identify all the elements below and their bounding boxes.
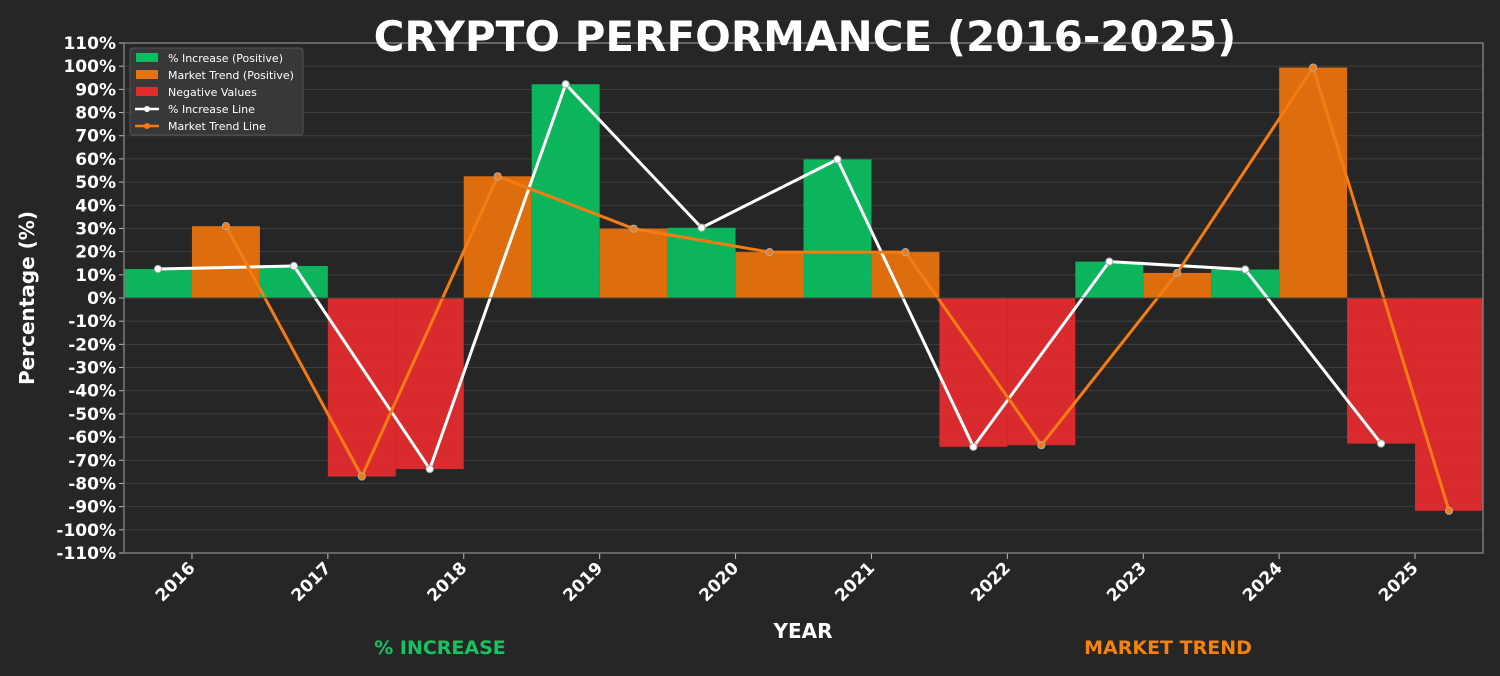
- bar-increase: [124, 269, 192, 298]
- x-axis-title: YEAR: [772, 619, 832, 643]
- increase-line-point: [561, 80, 570, 89]
- y-tick-label: -100%: [56, 521, 116, 541]
- y-tick-label: -30%: [68, 359, 116, 379]
- x-tick-label: 2021: [831, 558, 879, 606]
- series-lines: [153, 63, 1454, 515]
- market-trend-line-point: [629, 224, 638, 233]
- bar-increase: [259, 266, 328, 298]
- y-tick-label: -70%: [68, 451, 116, 471]
- y-tick-label: 110%: [63, 34, 116, 54]
- y-axis-title: Percentage (%): [15, 211, 39, 385]
- market-trend-line: [224, 66, 1451, 512]
- y-tick-label: -20%: [68, 335, 116, 355]
- market-trend-line-point: [765, 248, 774, 257]
- increase-line-point: [289, 261, 298, 271]
- legend-box: [129, 47, 304, 136]
- market-trend-line-point: [1309, 63, 1318, 72]
- bar-market-trend: [871, 252, 940, 298]
- increase-line-point: [833, 155, 842, 164]
- y-tick-label: 20%: [75, 243, 116, 263]
- legend-swatch: [136, 53, 158, 62]
- x-tick-label: 2016: [152, 558, 200, 606]
- y-tick-label: 0%: [87, 289, 116, 309]
- legend-label: % Increase (Positive): [168, 52, 283, 65]
- legend-label: Market Trend (Positive): [168, 69, 294, 82]
- legend-swatch: [136, 87, 158, 96]
- x-tick-label: 2019: [560, 558, 608, 606]
- bar-market-trend: [1143, 272, 1212, 298]
- x-tick-label: 2017: [288, 558, 336, 606]
- bar-increase-negative: [939, 298, 1008, 447]
- market-trend-line-point: [357, 472, 366, 481]
- increase-line-point: [1105, 257, 1114, 266]
- market-trend-line-point: [901, 248, 910, 257]
- y-tick-label: 80%: [75, 104, 116, 124]
- increase-line-point: [1241, 265, 1250, 274]
- x-tick-label: 2024: [1239, 558, 1287, 606]
- bar-increase-negative: [1347, 298, 1416, 444]
- bar-market-trend: [1279, 67, 1348, 298]
- y-tick-label: 30%: [75, 219, 116, 239]
- bar-increase: [531, 84, 600, 298]
- y-tick-label: 70%: [75, 127, 116, 147]
- footer-increase-label: % INCREASE: [374, 637, 506, 659]
- increase-line: [157, 82, 1383, 471]
- market-trend-line-point: [1444, 506, 1454, 515]
- x-tick-label: 2022: [967, 558, 1015, 606]
- x-tick-label: 2023: [1103, 558, 1151, 606]
- y-tick-label: -90%: [68, 498, 116, 518]
- y-tick-label: -80%: [68, 474, 116, 494]
- bar-market-trend-negative: [1415, 298, 1483, 511]
- market-trend-line-point: [493, 172, 502, 181]
- bar-market-trend: [191, 226, 260, 298]
- y-tick-label: 50%: [75, 173, 116, 193]
- y-tick-label: 40%: [75, 196, 116, 216]
- increase-line-point: [969, 442, 978, 451]
- market-trend-line-point: [221, 222, 231, 231]
- x-tick-label: 2018: [424, 558, 472, 606]
- bar-market-trend-negative: [327, 298, 396, 477]
- legend-marker: [144, 123, 150, 129]
- legend-marker: [144, 106, 150, 112]
- market-trend-line-point: [1037, 441, 1046, 450]
- legend-label: Market Trend Line: [168, 120, 266, 133]
- bar-market-trend: [599, 228, 668, 298]
- y-tick-label: 60%: [75, 150, 116, 170]
- legend: % Increase (Positive) Market Trend (Posit…: [129, 47, 304, 136]
- increase-line-point: [425, 464, 434, 474]
- bar-market-trend: [735, 252, 804, 298]
- y-tick-label: -50%: [68, 405, 116, 425]
- y-tick-label: -40%: [68, 382, 116, 402]
- increase-line-point: [1376, 439, 1386, 448]
- legend-label: % Increase Line: [168, 103, 255, 116]
- y-tick-label: 90%: [75, 80, 116, 100]
- x-tick-label: 2025: [1375, 558, 1423, 606]
- bars: [124, 67, 1483, 511]
- chart-title: CRYPTO PERFORMANCE (2016-2025): [374, 12, 1237, 61]
- bar-increase: [1211, 269, 1280, 298]
- x-tick-label: 2020: [695, 558, 743, 606]
- plot-frame: [123, 42, 1484, 554]
- y-tick-label: -60%: [68, 428, 116, 448]
- bar-increase: [667, 227, 736, 298]
- increase-line-point: [153, 264, 163, 274]
- y-tick-label: 100%: [63, 57, 116, 77]
- market-trend-line-point: [1173, 268, 1182, 278]
- y-tick-label: -10%: [68, 312, 116, 332]
- legend-label: Negative Values: [168, 86, 257, 99]
- y-tick-label: 10%: [75, 266, 116, 286]
- y-tick-label: -110%: [56, 544, 116, 564]
- legend-swatch: [136, 70, 158, 79]
- footer-trend-label: MARKET TREND: [1084, 637, 1252, 659]
- bar-increase: [803, 159, 872, 298]
- increase-line-point: [697, 223, 706, 232]
